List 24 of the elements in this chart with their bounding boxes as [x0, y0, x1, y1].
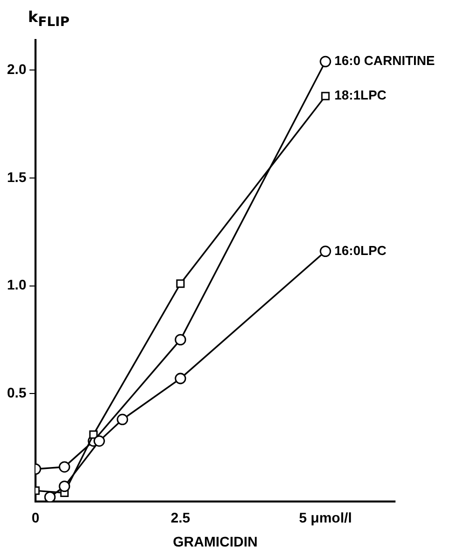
y-tick-label: 1.5	[6, 168, 27, 185]
point	[321, 92, 330, 100]
series-label: 16:0LPC	[334, 242, 388, 258]
point	[58, 461, 70, 473]
y-tick-label: 1.0	[6, 276, 27, 293]
point	[174, 372, 186, 384]
x-tick-label: 2.5	[170, 510, 190, 526]
x-tick-label: 0	[32, 510, 40, 526]
point	[58, 480, 70, 492]
point	[44, 491, 56, 502]
x-axis-title: GRAMICIDIN	[172, 533, 258, 550]
point	[94, 435, 105, 447]
point	[320, 56, 332, 68]
y-tick-label: 0.5	[6, 384, 27, 400]
point	[176, 279, 185, 288]
y-axis-title: k$_{FLIP}$	[28, 8, 70, 30]
series-label: 18:1LPC	[334, 88, 388, 103]
point	[174, 334, 186, 346]
series-label: 16:0 CARNITINE	[334, 53, 436, 68]
point	[320, 246, 332, 257]
point	[116, 414, 128, 426]
x-tick-label: 5 μmol/l	[298, 510, 352, 526]
y-tick-label: 2.0	[6, 61, 27, 78]
point	[89, 430, 98, 439]
